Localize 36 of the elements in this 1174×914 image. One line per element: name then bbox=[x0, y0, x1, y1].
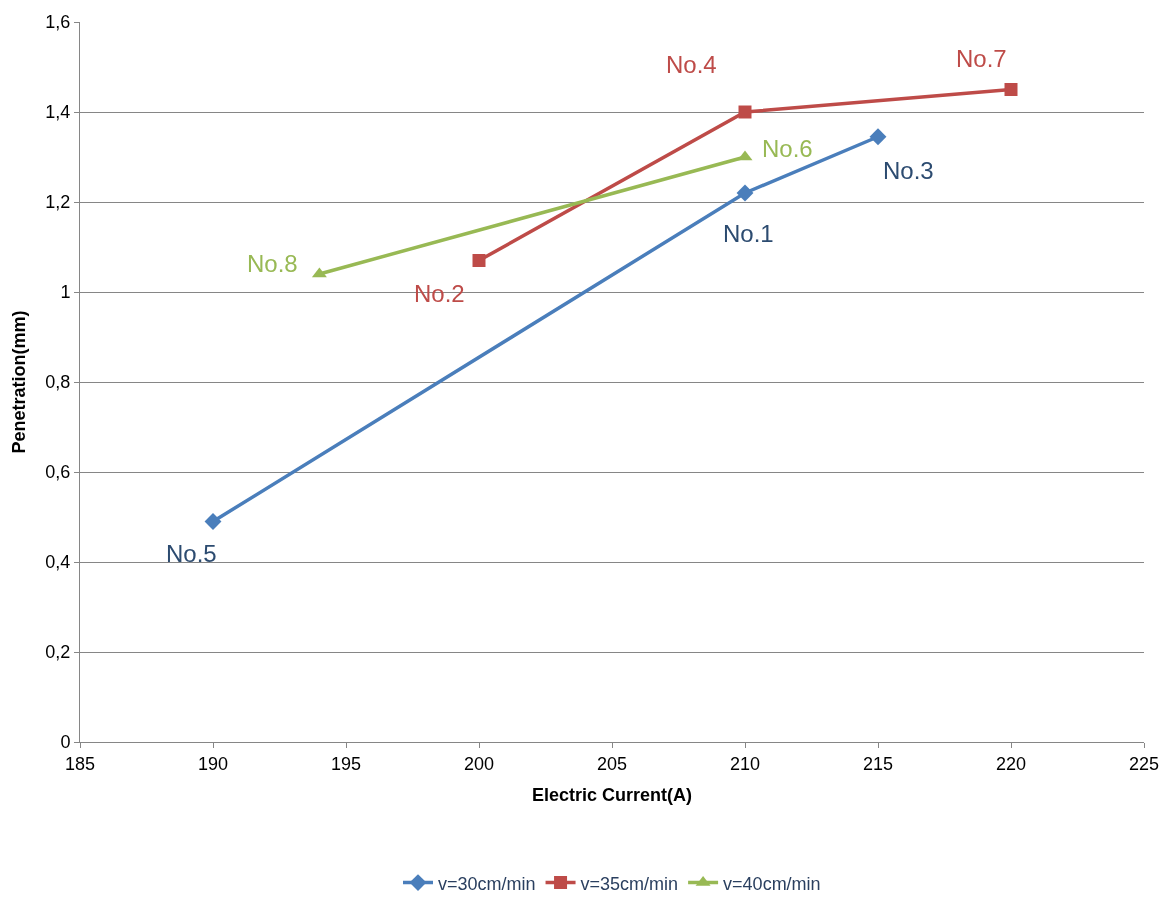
point bbox=[1004, 83, 1018, 96]
annotation: No.4 bbox=[666, 51, 717, 78]
y-tick-label: 1,6 bbox=[45, 12, 71, 33]
annotation: No.8 bbox=[247, 250, 298, 277]
x-tick-label: 225 bbox=[1128, 753, 1160, 774]
y-tick-label: 0,6 bbox=[45, 462, 71, 483]
x-tick-label: 190 bbox=[197, 753, 229, 774]
x-tick-label: 185 bbox=[64, 753, 96, 774]
y-tick-label: 0,2 bbox=[45, 642, 71, 663]
annotation: No.7 bbox=[956, 45, 1007, 72]
point bbox=[472, 254, 486, 267]
y-tick-label: 1 bbox=[60, 282, 71, 303]
legend-label: v=35cm/min bbox=[580, 873, 679, 894]
point bbox=[869, 128, 887, 146]
x-tick-label: 205 bbox=[596, 753, 628, 774]
y-axis-title: Penetration(mm) bbox=[8, 310, 29, 454]
y-tick-label: 0,8 bbox=[45, 372, 71, 393]
y-tick-label: 1,4 bbox=[45, 102, 71, 123]
annotation: No.5 bbox=[166, 540, 217, 567]
annotation: No.6 bbox=[762, 135, 813, 162]
point bbox=[204, 513, 222, 530]
point bbox=[736, 184, 754, 202]
x-tick-label: 195 bbox=[330, 753, 362, 774]
point bbox=[738, 105, 752, 119]
x-axis-title: Electric Current(A) bbox=[531, 784, 693, 805]
legend-label: v=40cm/min bbox=[723, 873, 821, 894]
x-tick-label: 210 bbox=[729, 753, 761, 774]
y-tick-label: 0,4 bbox=[45, 552, 71, 573]
x-tick-label: 220 bbox=[995, 753, 1027, 774]
x-tick-label: 200 bbox=[463, 753, 495, 774]
x-tick-label: 215 bbox=[862, 753, 894, 774]
legend-label: v=30cm/min bbox=[438, 873, 536, 894]
annotation: No.3 bbox=[883, 157, 934, 184]
y-tick-label: 1,2 bbox=[45, 192, 71, 213]
annotation: No.1 bbox=[723, 220, 774, 247]
y-tick-label: 0 bbox=[60, 732, 71, 753]
